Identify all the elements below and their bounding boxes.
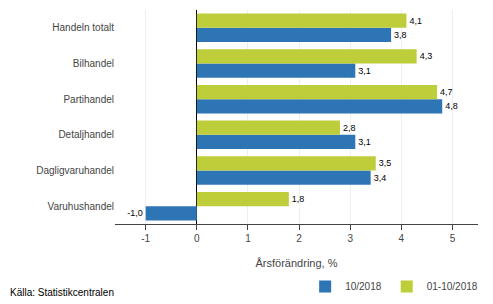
svg-text:Årsförändring, %: Årsförändring, %	[256, 257, 338, 269]
svg-text:Handeln totalt: Handeln totalt	[52, 22, 114, 33]
svg-text:10/2018: 10/2018	[345, 281, 382, 292]
svg-text:01-10/2018: 01-10/2018	[427, 281, 478, 292]
svg-text:Dagligvaruhandel: Dagligvaruhandel	[36, 165, 114, 176]
svg-text:4,3: 4,3	[420, 51, 433, 61]
svg-text:2: 2	[296, 233, 302, 244]
svg-text:Varuhushandel: Varuhushandel	[47, 201, 114, 212]
svg-text:2,8: 2,8	[343, 123, 356, 133]
svg-text:Detaljhandel: Detaljhandel	[58, 129, 114, 140]
svg-text:3,1: 3,1	[358, 137, 371, 147]
svg-text:Bilhandel: Bilhandel	[73, 58, 114, 69]
svg-text:3,4: 3,4	[374, 173, 387, 183]
svg-text:0: 0	[194, 233, 200, 244]
svg-text:4,8: 4,8	[445, 101, 458, 111]
svg-text:4: 4	[399, 233, 405, 244]
svg-text:4,1: 4,1	[409, 16, 422, 26]
svg-text:4,7: 4,7	[440, 87, 453, 97]
svg-text:3,8: 3,8	[394, 30, 407, 40]
svg-text:Källa: Statistikcentralen: Källa: Statistikcentralen	[10, 287, 114, 298]
svg-text:3: 3	[347, 233, 353, 244]
svg-text:Partihandel: Partihandel	[63, 94, 114, 105]
svg-text:1: 1	[245, 233, 251, 244]
svg-text:3,5: 3,5	[379, 158, 392, 168]
svg-text:-1: -1	[141, 233, 150, 244]
svg-text:-1,0: -1,0	[127, 208, 143, 218]
svg-text:1,8: 1,8	[292, 194, 305, 204]
svg-text:3,1: 3,1	[358, 66, 371, 76]
svg-text:5: 5	[450, 233, 456, 244]
